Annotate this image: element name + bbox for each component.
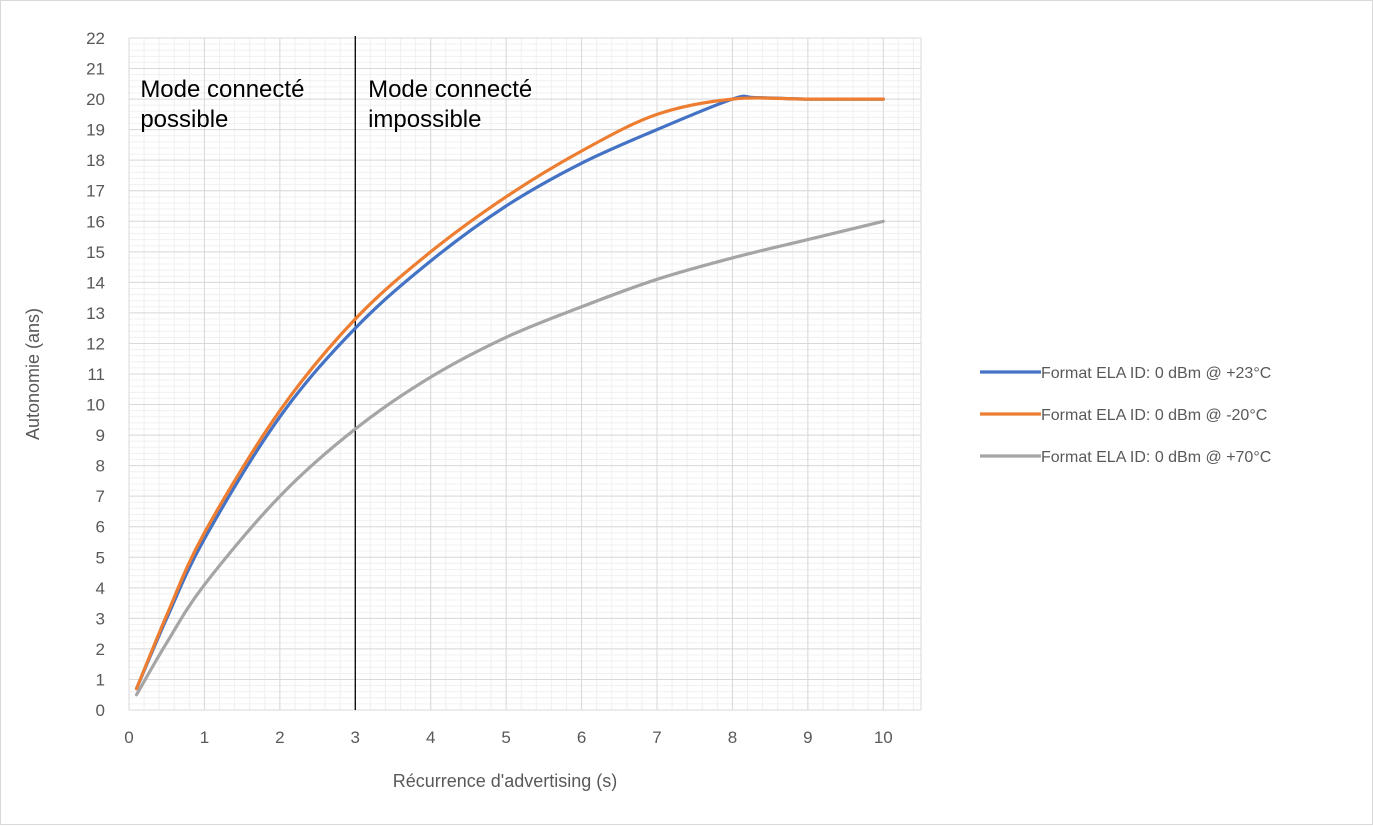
y-tick-label: 20 <box>86 90 105 109</box>
y-tick-label: 3 <box>96 609 105 628</box>
y-axis-title: Autonomie (ans) <box>23 308 43 440</box>
y-tick-label: 7 <box>96 487 105 506</box>
y-tick-label: 18 <box>86 151 105 170</box>
x-tick-label: 4 <box>426 728 435 747</box>
y-tick-label: 15 <box>86 243 105 262</box>
y-tick-label: 13 <box>86 304 105 323</box>
legend-label-3: Format ELA ID: 0 dBm @ +70°C <box>1041 449 1271 466</box>
x-tick-label: 9 <box>803 728 812 747</box>
x-tick-label: 10 <box>874 728 893 747</box>
annotation-line: Mode connecté <box>368 76 532 103</box>
legend-label-1: Format ELA ID: 0 dBm @ +23°C <box>1041 365 1271 382</box>
annotation-line: Mode connecté <box>140 76 304 103</box>
annotations: Mode connecté possible Mode connecté imposs… <box>140 76 532 133</box>
x-axis-title: Récurrence d'advertising (s) <box>393 771 618 791</box>
y-tick-label: 9 <box>96 426 105 445</box>
x-tick-label: 0 <box>124 728 133 747</box>
x-tick-label: 6 <box>577 728 586 747</box>
y-tick-label: 16 <box>86 212 105 231</box>
x-tick-label: 7 <box>652 728 661 747</box>
y-tick-label: 11 <box>87 365 105 384</box>
grid <box>129 38 921 710</box>
annotation-right: Mode connecté impossible <box>368 76 532 133</box>
y-tick-label: 0 <box>96 701 105 720</box>
y-tick-label: 8 <box>96 457 105 476</box>
annotation-line: possible <box>140 106 228 133</box>
x-tick-label: 3 <box>351 728 360 747</box>
y-tick-label: 6 <box>96 518 105 537</box>
y-tick-label: 10 <box>86 396 105 415</box>
series-lines <box>137 96 884 694</box>
y-tick-label: 14 <box>86 273 105 292</box>
legend: Format ELA ID: 0 dBm @ +23°C Format ELA I… <box>980 365 1271 466</box>
y-tick-label: 5 <box>96 548 105 567</box>
annotation-line: impossible <box>368 106 481 133</box>
x-axis-ticks: 0 1 2 3 4 5 6 7 8 9 10 <box>124 728 892 747</box>
y-tick-label: 12 <box>86 334 105 353</box>
y-tick-label: 22 <box>86 29 105 48</box>
y-tick-label: 17 <box>86 182 105 201</box>
y-tick-label: 1 <box>96 670 105 689</box>
legend-label-2: Format ELA ID: 0 dBm @ -20°C <box>1041 407 1267 424</box>
y-tick-label: 2 <box>96 640 105 659</box>
x-tick-label: 2 <box>275 728 284 747</box>
x-tick-label: 1 <box>200 728 209 747</box>
y-tick-label: 19 <box>86 121 105 140</box>
y-tick-label: 21 <box>86 60 105 79</box>
x-tick-label: 8 <box>728 728 737 747</box>
y-tick-label: 4 <box>96 579 105 598</box>
x-tick-label: 5 <box>501 728 510 747</box>
